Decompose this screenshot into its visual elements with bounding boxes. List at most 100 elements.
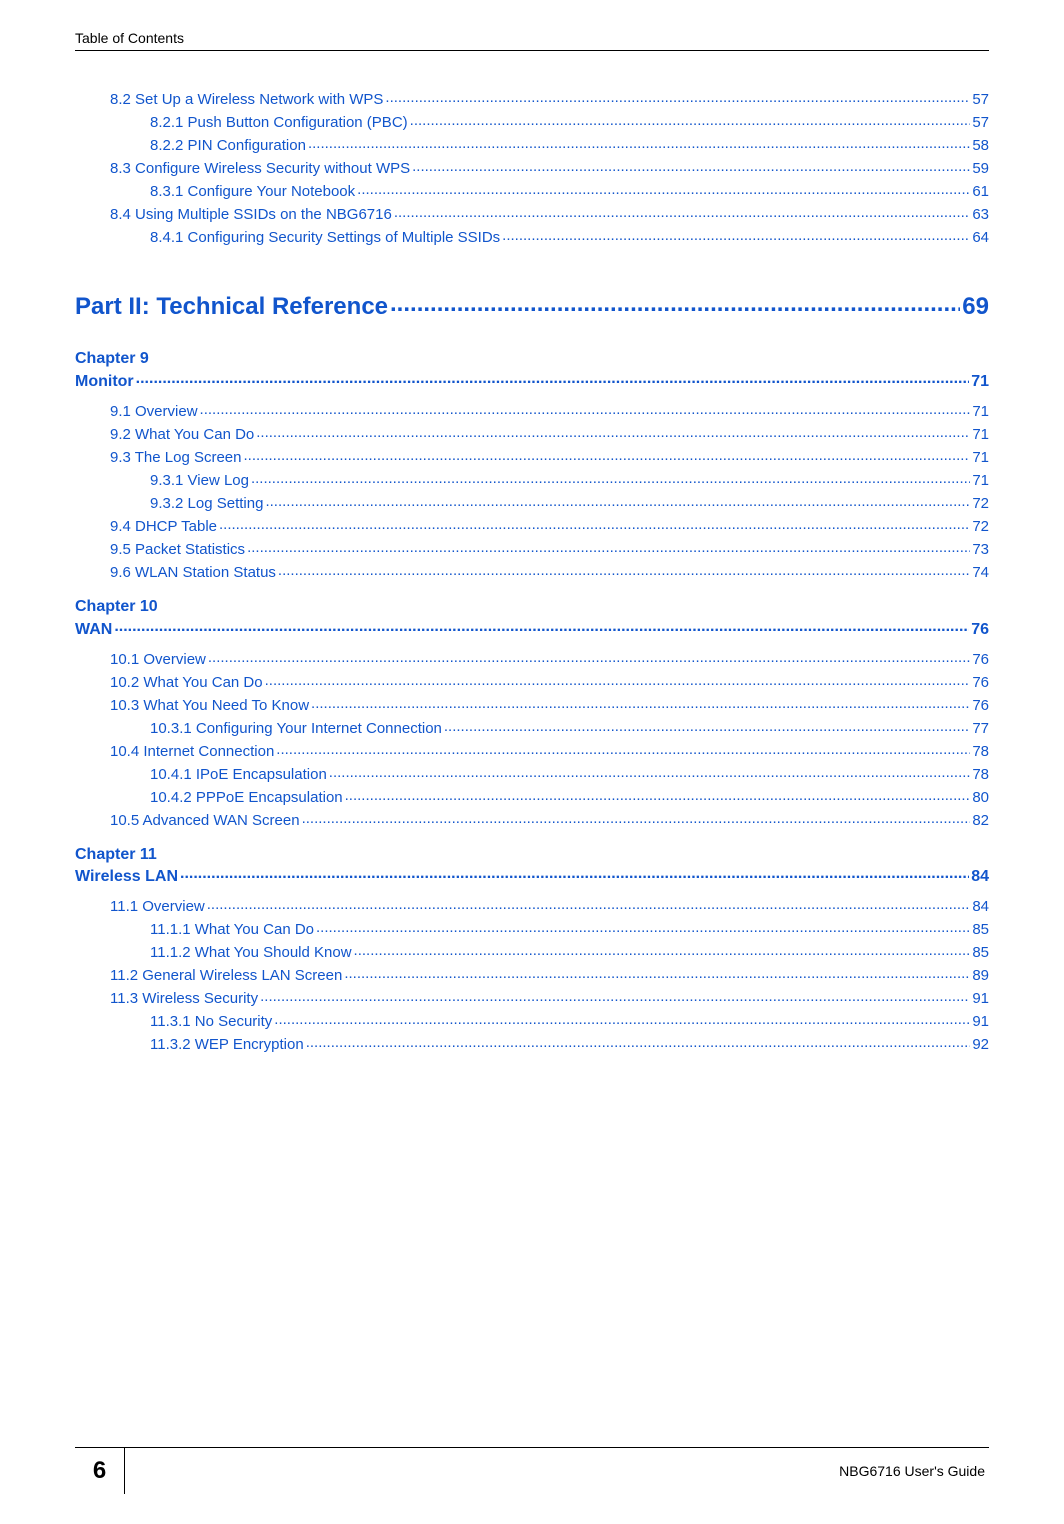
toc-entry[interactable]: 9.1 Overview 71: [75, 401, 989, 420]
toc-page-number: 57: [972, 91, 989, 108]
chapter-title: WAN: [75, 621, 112, 639]
toc-label: 10.4 Internet Connection: [110, 743, 274, 760]
toc-label: 9.1 Overview: [110, 403, 198, 420]
toc-entry[interactable]: 11.1.2 What You Should Know 85: [75, 942, 989, 961]
toc-page-number: 91: [972, 1013, 989, 1030]
chapter-title: Wireless LAN: [75, 868, 178, 886]
chapter-number: Chapter 9: [75, 349, 989, 370]
toc-label: 9.6 WLAN Station Status: [110, 564, 276, 581]
leader-dots: [260, 988, 970, 1003]
toc-page-number: 71: [972, 472, 989, 489]
toc-entry[interactable]: 8.2 Set Up a Wireless Network with WPS 5…: [75, 89, 989, 108]
toc-label: 10.1 Overview: [110, 651, 206, 668]
chapter-block: Chapter 9Monitor71 9.1 Overview 71 9.2 Wha…: [75, 349, 989, 581]
toc-entry[interactable]: 11.3.1 No Security 91: [75, 1011, 989, 1030]
toc-entry[interactable]: 9.4 DHCP Table 72: [75, 516, 989, 535]
toc-page-number: 71: [972, 403, 989, 420]
leader-dots: [385, 89, 970, 104]
header-title: Table of Contents: [75, 30, 184, 46]
toc-label: 10.3.1 Configuring Your Internet Connect…: [150, 720, 442, 737]
toc-page-number: 57: [972, 114, 989, 131]
leader-dots: [344, 965, 970, 980]
toc-entry[interactable]: 10.5 Advanced WAN Screen 82: [75, 810, 989, 829]
leader-dots: [114, 618, 969, 634]
toc-entry[interactable]: 10.2 What You Can Do 76: [75, 672, 989, 691]
toc-label: 9.5 Packet Statistics: [110, 541, 245, 558]
toc-entry[interactable]: 11.1.1 What You Can Do 85: [75, 919, 989, 938]
toc-page-number: 85: [972, 944, 989, 961]
toc-entry[interactable]: 8.4 Using Multiple SSIDs on the NBG6716 …: [75, 204, 989, 223]
leader-dots: [274, 1011, 970, 1026]
toc-top-section: 8.2 Set Up a Wireless Network with WPS 5…: [75, 89, 989, 246]
toc-entry[interactable]: 8.3 Configure Wireless Security without …: [75, 158, 989, 177]
toc-label: 11.1 Overview: [110, 898, 205, 915]
leader-dots: [200, 401, 971, 416]
toc-entry[interactable]: 9.3 The Log Screen 71: [75, 447, 989, 466]
toc-page-number: 85: [972, 921, 989, 938]
chapter-block: Chapter 11Wireless LAN8411.1 Overview 84…: [75, 845, 989, 1054]
toc-entry[interactable]: 9.2 What You Can Do 71: [75, 424, 989, 443]
toc-entry[interactable]: 8.2.2 PIN Configuration 58: [75, 135, 989, 154]
chapter-title-line[interactable]: WAN 76: [75, 618, 989, 639]
toc-label: 8.4 Using Multiple SSIDs on the NBG6716: [110, 206, 392, 223]
toc-page-number: 61: [972, 183, 989, 200]
page-header: Table of Contents: [75, 30, 989, 51]
toc-page-number: 76: [972, 697, 989, 714]
toc-entry[interactable]: 11.2 General Wireless LAN Screen 89: [75, 965, 989, 984]
chapter-block: Chapter 10WAN 7610.1 Overview 7610.2 Wha…: [75, 597, 989, 829]
toc-page-number: 80: [972, 789, 989, 806]
toc-entry[interactable]: 8.4.1 Configuring Security Settings of M…: [75, 227, 989, 246]
leader-dots: [251, 470, 970, 485]
toc-entry[interactable]: 10.3.1 Configuring Your Internet Connect…: [75, 718, 989, 737]
toc-entry[interactable]: 10.4.2 PPPoE Encapsulation 80: [75, 787, 989, 806]
leader-dots: [444, 718, 970, 733]
leader-dots: [302, 810, 971, 825]
toc-entry[interactable]: 10.4.1 IPoE Encapsulation 78: [75, 764, 989, 783]
leader-dots: [219, 516, 970, 531]
toc-page-number: 58: [972, 137, 989, 154]
toc-label: 10.5 Advanced WAN Screen: [110, 812, 300, 829]
toc-page-number: 78: [972, 766, 989, 783]
toc-label: 8.2 Set Up a Wireless Network with WPS: [110, 91, 383, 108]
toc-page-number: 82: [972, 812, 989, 829]
toc-page-number: 64: [972, 229, 989, 246]
toc-page-number: 76: [972, 674, 989, 691]
part-heading[interactable]: Part II: Technical Reference 69: [75, 290, 989, 321]
toc-label: 9.3.2 Log Setting: [150, 495, 263, 512]
toc-page-number: 91: [972, 990, 989, 1007]
toc-entry[interactable]: 11.3.2 WEP Encryption 92: [75, 1034, 989, 1053]
toc-entry[interactable]: 8.2.1 Push Button Configuration (PBC) 57: [75, 112, 989, 131]
toc-entry[interactable]: 10.3 What You Need To Know 76: [75, 695, 989, 714]
toc-label: 8.3.1 Configure Your Notebook: [150, 183, 355, 200]
leader-dots: [306, 1034, 971, 1049]
toc-entry[interactable]: 9.3.2 Log Setting 72: [75, 493, 989, 512]
toc-entry[interactable]: 9.3.1 View Log 71: [75, 470, 989, 489]
chapter-page: 76: [971, 621, 989, 639]
toc-entry[interactable]: 10.1 Overview 76: [75, 649, 989, 668]
toc-label: 11.3.1 No Security: [150, 1013, 272, 1030]
toc-entry[interactable]: 10.4 Internet Connection 78: [75, 741, 989, 760]
toc-entry[interactable]: 9.5 Packet Statistics 73: [75, 539, 989, 558]
leader-dots: [256, 424, 970, 439]
chapter-title-line[interactable]: Wireless LAN84: [75, 865, 989, 886]
leader-dots: [354, 942, 971, 957]
toc-entry[interactable]: 9.6 WLAN Station Status 74: [75, 562, 989, 581]
toc-entry[interactable]: 11.1 Overview 84: [75, 896, 989, 915]
toc-label: 9.4 DHCP Table: [110, 518, 217, 535]
toc-page-number: 84: [972, 898, 989, 915]
toc-page-number: 59: [972, 160, 989, 177]
toc-label: 11.1.2 What You Should Know: [150, 944, 352, 961]
chapter-title-line[interactable]: Monitor71: [75, 370, 989, 391]
toc-label: 8.3 Configure Wireless Security without …: [110, 160, 410, 177]
toc-entry[interactable]: 11.3 Wireless Security 91: [75, 988, 989, 1007]
chapters-section: Chapter 9Monitor71 9.1 Overview 71 9.2 Wha…: [75, 349, 989, 1053]
toc-entry[interactable]: 8.3.1 Configure Your Notebook 61: [75, 181, 989, 200]
leader-dots: [390, 290, 960, 314]
leader-dots: [412, 158, 970, 173]
leader-dots: [394, 204, 970, 219]
toc-label: 8.4.1 Configuring Security Settings of M…: [150, 229, 500, 246]
leader-dots: [207, 896, 971, 911]
leader-dots: [502, 227, 970, 242]
leader-dots: [316, 919, 970, 934]
leader-dots: [243, 447, 970, 462]
